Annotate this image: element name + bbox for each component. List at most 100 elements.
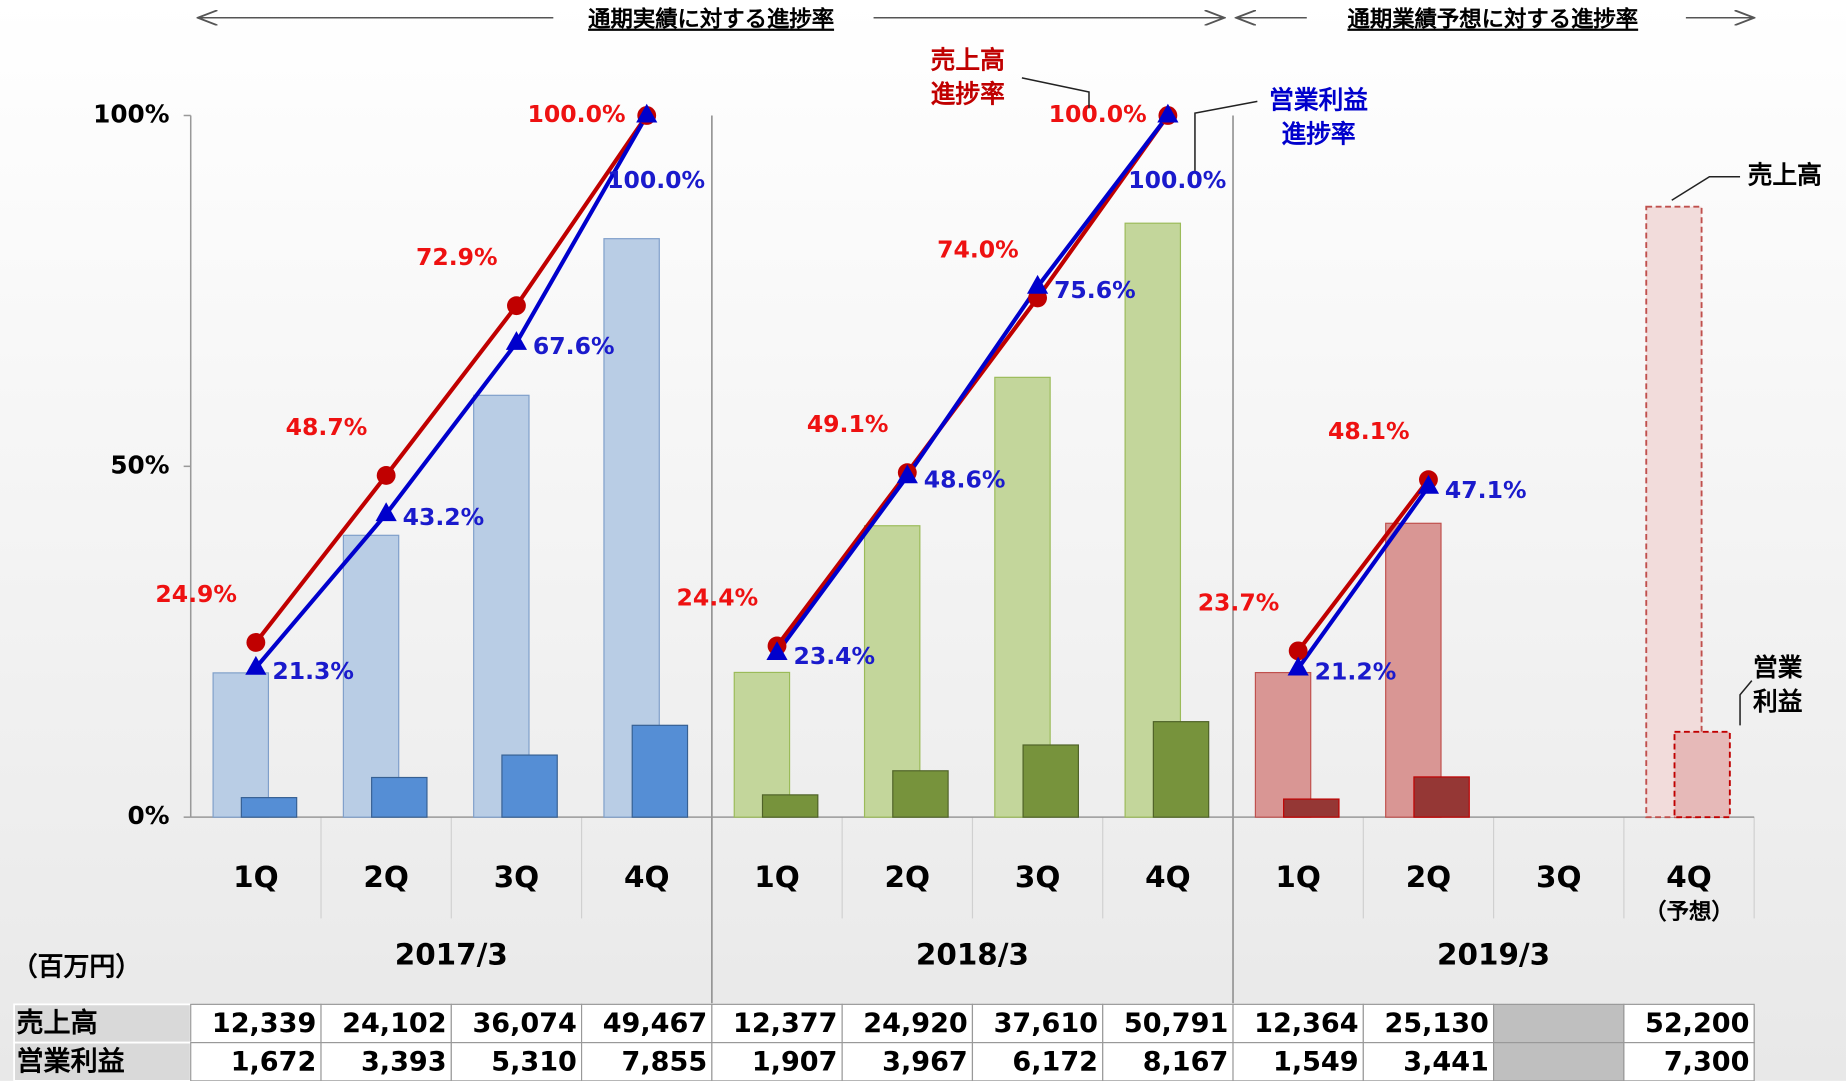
bar [1413, 776, 1470, 818]
data-label: 100.0% [1128, 166, 1226, 194]
bar [863, 525, 921, 818]
x-tick-label: 3Q [1536, 860, 1581, 894]
data-label: 21.3% [272, 657, 354, 685]
callout-label: 営業 [1753, 653, 1803, 682]
data-label: 74.0% [937, 235, 1019, 263]
point [245, 655, 267, 675]
point [1417, 474, 1440, 494]
bar [994, 376, 1051, 818]
point [1157, 103, 1179, 123]
x-tick-label: 3Q [1015, 860, 1060, 894]
data-label: 23.7% [1198, 588, 1280, 616]
table-value: 6,172 [1012, 1046, 1098, 1077]
group-label: 2019/3 [1437, 938, 1550, 972]
unit-label: （百万円） [12, 952, 141, 982]
bar [212, 672, 270, 818]
data-label: 48.6% [924, 465, 1006, 493]
table-cell [711, 1003, 843, 1044]
table-value: 50,791 [1124, 1008, 1228, 1039]
table-cell [320, 1042, 452, 1081]
table-cell [1623, 1042, 1755, 1081]
point [1026, 274, 1049, 294]
callout-label: 利益 [1753, 687, 1803, 716]
table-value: 7,855 [622, 1046, 708, 1077]
table-cell [450, 1042, 583, 1081]
row-header-cell [13, 1003, 192, 1044]
data-label: 24.9% [155, 580, 237, 608]
point [376, 466, 396, 485]
x-tick-label: 4Q [624, 860, 669, 894]
bar [1022, 744, 1079, 818]
table-value: 52,200 [1645, 1008, 1749, 1039]
group-label: 2018/3 [916, 938, 1029, 972]
leader-line [1739, 680, 1753, 726]
data-label: 43.2% [403, 503, 485, 531]
data-label: 48.7% [286, 413, 368, 441]
data-label: 47.1% [1445, 476, 1527, 504]
row-header: 売上高 [16, 1007, 97, 1039]
bar [892, 770, 949, 818]
point [1287, 656, 1309, 676]
bar [631, 724, 689, 818]
table-value: 3,967 [882, 1046, 968, 1077]
table-value: 36,074 [472, 1008, 576, 1039]
leader-line [1671, 175, 1741, 201]
bar [1385, 522, 1442, 818]
table-cell [711, 1042, 843, 1081]
data-label: 21.2% [1315, 658, 1397, 686]
line [775, 114, 1170, 648]
bar [1645, 205, 1703, 819]
row-header: 営業利益 [16, 1045, 124, 1077]
data-label: 100.0% [607, 166, 705, 194]
data-label: 23.4% [793, 642, 875, 670]
leader-line [1021, 77, 1090, 109]
table-value: 24,920 [863, 1008, 967, 1039]
data-label: 48.1% [1328, 417, 1410, 445]
bar [501, 754, 558, 818]
table-value: 3,393 [361, 1046, 447, 1077]
x-tick-label: 1Q [1275, 860, 1320, 894]
header-label: 通期業績予想に対する進捗率 [1347, 6, 1638, 33]
data-label: 75.6% [1054, 276, 1136, 304]
table-value: 5,310 [491, 1046, 577, 1077]
bar [342, 534, 400, 818]
bar [761, 794, 819, 818]
table-value: 12,364 [1254, 1008, 1358, 1039]
x-tick-label: 1Q [754, 860, 799, 894]
callout-label: 売上高 [931, 45, 1005, 74]
bar [1673, 730, 1731, 819]
line [254, 114, 649, 670]
header-label: 通期実績に対する進捗率 [588, 6, 834, 33]
table-cell [841, 1042, 974, 1081]
point [505, 331, 528, 350]
x-tick-label: 3Q [494, 860, 539, 894]
point [766, 641, 788, 661]
table-value: 25,130 [1384, 1008, 1488, 1039]
table-value: 3,441 [1403, 1046, 1489, 1077]
table-cell [1493, 1042, 1625, 1081]
table-cell [1493, 1003, 1625, 1044]
bar [1152, 721, 1210, 818]
y-tick-label: 0% [128, 801, 170, 830]
point [507, 296, 526, 316]
table-value: 37,610 [994, 1008, 1098, 1039]
line [1296, 485, 1431, 670]
x-tick-label: 2Q [363, 860, 408, 894]
table-value: 8,167 [1143, 1046, 1229, 1077]
bar [371, 776, 428, 818]
table-cell [1232, 1003, 1364, 1044]
y-tick-label: 50% [110, 450, 169, 479]
y-tick-label: 100% [93, 99, 169, 128]
bar [1254, 671, 1312, 818]
data-label: 67.6% [533, 332, 615, 360]
callout-label: 進捗率 [931, 79, 1005, 108]
bar [473, 394, 530, 818]
table-cell [190, 1042, 322, 1081]
table-cell [1102, 1003, 1234, 1044]
callout-label: 営業利益 [1269, 85, 1368, 114]
table-value: 24,102 [342, 1008, 446, 1039]
x-tick-label: 4Q [1666, 860, 1711, 894]
table-cell [1362, 1003, 1495, 1044]
table-value: 12,339 [212, 1008, 316, 1039]
